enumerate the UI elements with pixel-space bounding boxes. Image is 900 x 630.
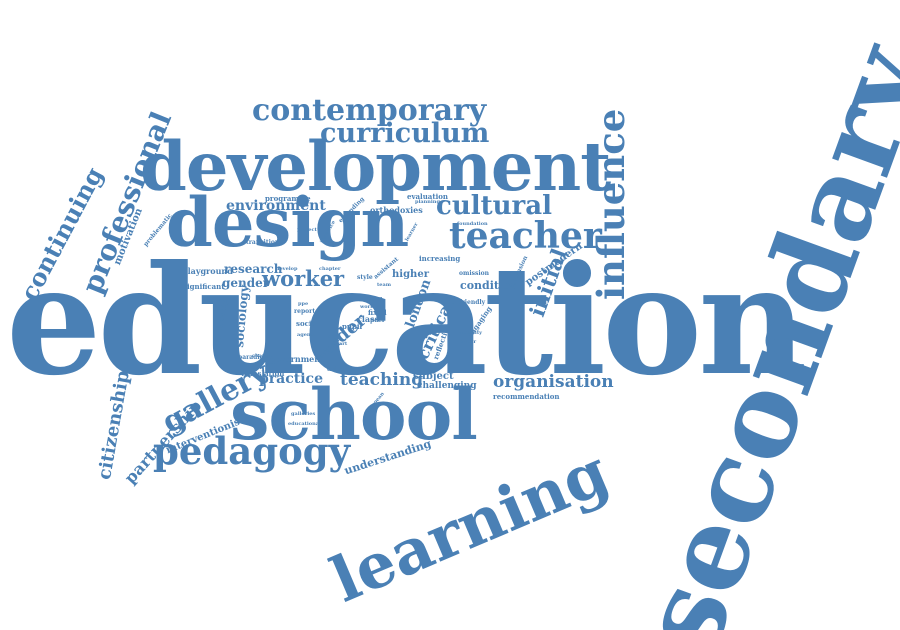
word-development: development xyxy=(140,127,611,206)
word-chapter: chapter xyxy=(319,266,341,272)
word-debate: debate xyxy=(327,366,350,373)
word-friendly: friendly xyxy=(459,299,486,306)
word-cultural: cultural xyxy=(436,191,552,221)
word-recommendation: recommendation xyxy=(493,392,560,401)
word-paradigm: paradigm xyxy=(238,354,271,361)
word-agents: agents xyxy=(297,332,316,338)
word-mobility: mobility xyxy=(459,330,483,336)
word-social: social xyxy=(296,319,319,328)
word-change: change xyxy=(252,353,273,359)
word-better: better xyxy=(459,339,477,345)
word-school: school xyxy=(230,373,478,456)
word-increasing: increasing xyxy=(419,254,461,263)
word-team: team xyxy=(377,282,392,288)
word-challenging: challenging xyxy=(417,381,477,391)
word-planning: planning xyxy=(415,199,440,205)
word-organisation: organisation xyxy=(493,372,614,392)
word-significant: significant xyxy=(183,282,225,291)
word-omission: omission xyxy=(459,270,490,277)
word-design: design xyxy=(166,183,409,262)
word-work: work xyxy=(360,304,374,310)
word-contemporary: contemporary xyxy=(252,93,487,128)
word-project: project xyxy=(297,227,317,233)
word-visit: visit xyxy=(341,295,353,301)
word-galleries: galleries xyxy=(291,411,316,417)
word-research: research xyxy=(224,262,283,276)
word-environment: environment xyxy=(226,198,326,214)
word-class: class xyxy=(357,314,380,324)
word-fixed: fixed xyxy=(368,308,387,317)
word-style: style xyxy=(357,274,373,281)
word-art: art xyxy=(339,341,348,347)
word-worker: worker xyxy=(262,266,345,291)
word-practice: practice xyxy=(259,371,323,387)
word-education: education xyxy=(6,233,807,409)
word-educational: educational xyxy=(288,421,321,427)
word-orthodoxies: orthodoxies xyxy=(370,205,423,215)
word-peer: peer xyxy=(370,317,385,324)
word-curriculum: curriculum xyxy=(320,118,490,149)
word-influence: influence xyxy=(589,108,633,300)
word-pupil: pupil xyxy=(342,322,363,331)
word-transition: transition xyxy=(246,239,280,246)
word-evaluation: evaluation xyxy=(407,192,448,201)
word-programme: programme xyxy=(265,194,311,203)
word-ppe: ppe xyxy=(298,301,309,307)
word-skill: skill xyxy=(368,297,383,304)
word-condition: condition xyxy=(460,279,519,292)
word-higher: higher xyxy=(392,269,429,280)
word-teacher: teacher xyxy=(449,215,602,257)
word-subject: subject xyxy=(413,371,454,382)
word-playground: playground xyxy=(182,266,233,276)
word-develop: develop xyxy=(276,266,298,272)
word-translation: translation xyxy=(241,369,285,378)
word-teaching: teaching xyxy=(340,370,424,390)
word-government: government xyxy=(270,354,324,364)
word-pedagogy: pedagogy xyxy=(153,429,351,473)
word-gender: gender xyxy=(222,276,270,290)
word-foundation: foundation xyxy=(457,221,488,227)
word-report: report xyxy=(294,308,316,315)
